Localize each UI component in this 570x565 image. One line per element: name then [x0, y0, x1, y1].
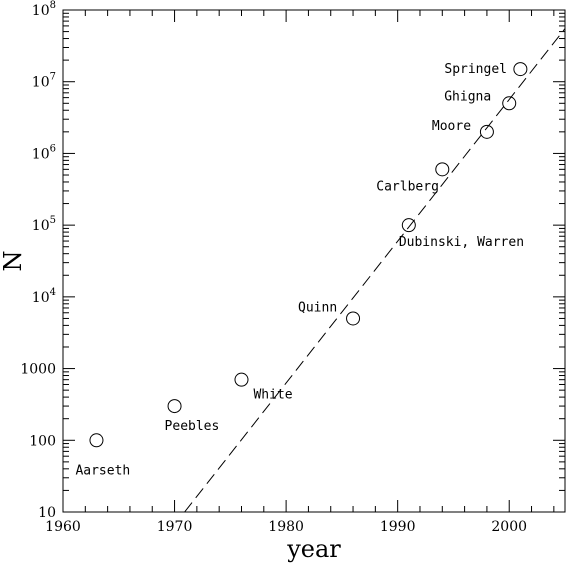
y-tick-label: 107	[32, 72, 56, 91]
y-tick-label: 100	[29, 433, 56, 449]
y-axis-label: N	[0, 251, 27, 272]
x-tick-label: 1990	[380, 519, 416, 535]
trend-line	[184, 28, 566, 513]
point-label: Dubinski, Warren	[399, 235, 524, 250]
y-tick-label: 1000	[20, 362, 56, 378]
y-axis: 10 100 1000 104 105 106 107 108	[20, 0, 565, 521]
data-point	[435, 162, 450, 177]
data-point	[234, 372, 249, 387]
x-tick-label: 1960	[45, 519, 81, 535]
y-tick-label: 105	[32, 215, 56, 234]
x-axis: 1960 1970 1980 1990 2000	[45, 10, 555, 535]
point-label: Moore	[432, 119, 471, 134]
x-tick-label: 1980	[268, 519, 304, 535]
point-label: White	[253, 388, 292, 403]
data-point	[513, 62, 528, 77]
data-points	[89, 62, 528, 448]
point-label: Ghigna	[444, 89, 491, 104]
trend-line-group	[184, 28, 566, 513]
x-axis-label: year	[286, 535, 341, 563]
y-tick-label: 106	[32, 143, 56, 162]
point-label: Springel	[444, 62, 507, 77]
plot-frame	[62, 9, 566, 513]
x-tick-label: 2000	[491, 519, 527, 535]
point-label: Quinn	[298, 300, 337, 315]
data-point	[89, 433, 104, 448]
x-tick-label: 1970	[157, 519, 193, 535]
point-labels: Aarseth Peebles White Quinn Dubinski, Warren…	[75, 62, 524, 478]
data-point	[346, 311, 361, 326]
data-point	[401, 218, 416, 233]
data-point	[167, 399, 182, 414]
point-label: Aarseth	[75, 463, 130, 478]
point-label: Peebles	[165, 419, 220, 434]
point-label: Carlberg	[376, 179, 439, 194]
y-tick-label: 108	[32, 0, 56, 19]
data-point	[502, 96, 517, 111]
data-point	[479, 124, 494, 139]
y-tick-label: 10	[38, 505, 56, 521]
y-tick-label: 104	[32, 287, 56, 306]
